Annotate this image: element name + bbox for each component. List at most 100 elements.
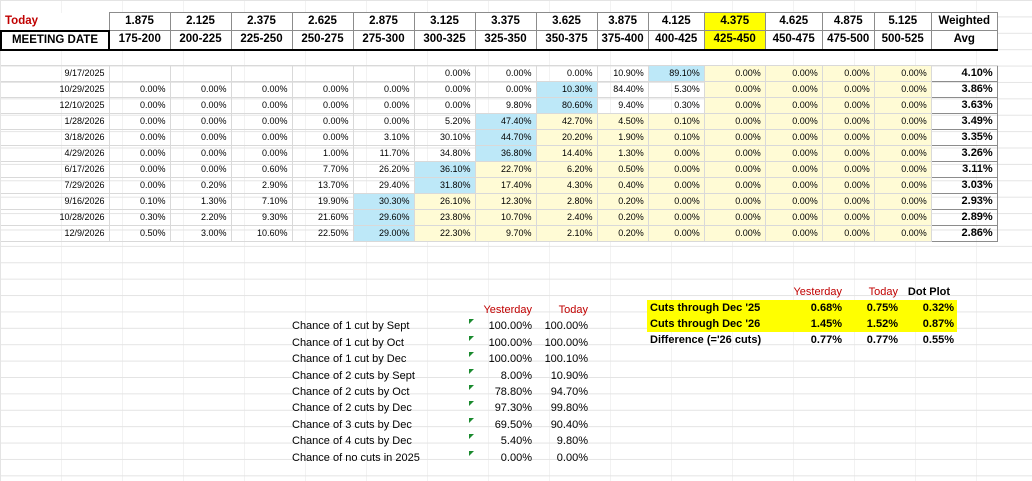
weighted-avg-cell[interactable]: 3.63%	[930, 96, 998, 114]
probability-cell[interactable]	[292, 65, 354, 82]
weighted-avg-cell[interactable]: 2.89%	[930, 208, 998, 226]
probability-cell[interactable]: 26.10%	[414, 193, 476, 210]
probability-cell[interactable]: 0.00%	[704, 177, 766, 194]
cuts-yesterday-value[interactable]: 0.77%	[810, 334, 842, 346]
probability-cell[interactable]: 0.00%	[765, 129, 823, 146]
probability-cell[interactable]: 0.00%	[704, 225, 766, 242]
probability-cell[interactable]: 0.00%	[874, 81, 932, 98]
weighted-header[interactable]: Weighted	[930, 12, 998, 31]
weighted-avg-cell[interactable]: 2.86%	[930, 224, 998, 242]
probability-cell[interactable]: 0.00%	[765, 161, 823, 178]
chance-label[interactable]: Chance of 2 cuts by Dec	[292, 402, 412, 415]
probability-cell[interactable]: 0.00%	[822, 193, 875, 210]
probability-cell[interactable]: 10.30%	[536, 81, 598, 98]
probability-cell[interactable]: 0.00%	[109, 145, 171, 162]
range-header-cell[interactable]: 400-425	[647, 30, 705, 51]
cuts-dotplot-value[interactable]: 0.87%	[901, 316, 957, 332]
probability-cell[interactable]: 0.00%	[822, 129, 875, 146]
probability-cell[interactable]: 9.40%	[597, 97, 649, 114]
probability-cell[interactable]: 0.00%	[353, 97, 415, 114]
probability-cell[interactable]: 0.00%	[874, 209, 932, 226]
probability-cell[interactable]: 0.00%	[414, 97, 476, 114]
weighted-avg-cell[interactable]: 4.10%	[930, 64, 998, 82]
rate-header-cell[interactable]: 3.375	[474, 12, 537, 31]
probability-cell[interactable]: 4.30%	[536, 177, 598, 194]
probability-cell[interactable]: 0.00%	[109, 81, 171, 98]
range-header-cell[interactable]: 225-250	[230, 30, 293, 51]
probability-cell[interactable]: 0.00%	[475, 81, 537, 98]
probability-cell[interactable]: 26.20%	[353, 161, 415, 178]
probability-cell[interactable]: 84.40%	[597, 81, 649, 98]
range-header-cell[interactable]: 300-325	[413, 30, 476, 51]
probability-cell[interactable]: 0.00%	[822, 209, 875, 226]
probability-cell[interactable]: 0.00%	[704, 129, 766, 146]
probability-cell[interactable]: 0.00%	[704, 145, 766, 162]
meeting-date-cell[interactable]: 3/18/2026	[1, 129, 110, 146]
chance-yesterday-value[interactable]: 8.00%	[500, 369, 532, 382]
probability-cell[interactable]: 0.50%	[597, 161, 649, 178]
probability-cell[interactable]: 0.00%	[292, 129, 354, 146]
probability-cell[interactable]: 0.00%	[765, 193, 823, 210]
meeting-date-cell[interactable]: 12/9/2026	[1, 225, 110, 242]
chance-today-value[interactable]: 100.00%	[544, 320, 588, 333]
probability-cell[interactable]: 0.00%	[822, 145, 875, 162]
probability-cell[interactable]: 30.10%	[414, 129, 476, 146]
rate-header-cell[interactable]: 3.625	[535, 12, 598, 31]
cuts-today-value[interactable]: 0.77%	[866, 334, 898, 346]
probability-cell[interactable]: 0.00%	[231, 113, 293, 130]
probability-cell[interactable]: 0.10%	[648, 113, 705, 130]
probability-cell[interactable]: 0.00%	[765, 65, 823, 82]
probability-cell[interactable]: 0.40%	[597, 177, 649, 194]
probability-cell[interactable]: 2.20%	[170, 209, 232, 226]
probability-cell[interactable]: 89.10%	[648, 65, 705, 82]
probability-cell[interactable]: 0.10%	[648, 129, 705, 146]
chance-today-value[interactable]: 100.10%	[544, 353, 588, 366]
probability-cell[interactable]: 0.00%	[874, 97, 932, 114]
chance-label[interactable]: Chance of 3 cuts by Dec	[292, 418, 412, 431]
range-header-cell[interactable]: 375-400	[596, 30, 649, 51]
weighted-avg-cell[interactable]: 3.11%	[930, 160, 998, 178]
range-header-cell[interactable]: 475-500	[821, 30, 875, 51]
chance-today-value[interactable]: 100.00%	[544, 336, 588, 349]
meeting-date-cell[interactable]: 4/29/2026	[1, 145, 110, 162]
probability-cell[interactable]: 0.00%	[765, 145, 823, 162]
probability-cell[interactable]: 0.00%	[109, 129, 171, 146]
cuts-label[interactable]: Difference (='26 cuts)	[650, 334, 762, 346]
meeting-date-cell[interactable]: 12/10/2025	[1, 97, 110, 114]
chance-today-value[interactable]: 90.40%	[550, 418, 588, 431]
probability-cell[interactable]: 0.00%	[109, 113, 171, 130]
probability-cell[interactable]: 0.00%	[765, 209, 823, 226]
chance-label[interactable]: Chance of 1 cut by Sept	[292, 320, 410, 333]
meeting-date-cell[interactable]: 6/17/2026	[1, 161, 110, 178]
probability-cell[interactable]: 0.20%	[597, 225, 649, 242]
probability-cell[interactable]: 0.00%	[170, 161, 232, 178]
probability-cell[interactable]: 2.90%	[231, 177, 293, 194]
probability-cell[interactable]: 1.00%	[292, 145, 354, 162]
probability-cell[interactable]: 0.00%	[822, 113, 875, 130]
rate-header-cell[interactable]: 5.125	[873, 12, 932, 31]
chance-yesterday-value[interactable]: 97.30%	[494, 402, 532, 415]
rate-header-cell[interactable]: 4.875	[821, 12, 875, 31]
probability-cell[interactable]: 0.00%	[704, 193, 766, 210]
probability-cell[interactable]: 0.00%	[704, 65, 766, 82]
chance-label[interactable]: Chance of 4 cuts by Dec	[292, 435, 412, 448]
probability-cell[interactable]: 0.10%	[109, 193, 171, 210]
probability-cell[interactable]: 0.00%	[822, 65, 875, 82]
meeting-date-cell[interactable]: 7/29/2026	[1, 177, 110, 194]
probability-cell[interactable]: 0.00%	[648, 177, 705, 194]
probability-cell[interactable]: 22.30%	[414, 225, 476, 242]
probability-cell[interactable]: 0.00%	[109, 161, 171, 178]
probability-cell[interactable]: 20.20%	[536, 129, 598, 146]
probability-cell[interactable]: 7.10%	[231, 193, 293, 210]
probability-cell[interactable]	[353, 65, 415, 82]
probability-cell[interactable]: 30.30%	[353, 193, 415, 210]
probability-cell[interactable]: 0.00%	[822, 97, 875, 114]
chance-label[interactable]: Chance of 2 cuts by Oct	[292, 385, 410, 398]
chance-yesterday-value[interactable]: 100.00%	[488, 320, 532, 333]
cuts-dotplot-value[interactable]: 0.55%	[922, 334, 954, 346]
cuts-yesterday-value[interactable]: 1.45%	[781, 316, 845, 332]
range-header-cell[interactable]: 250-275	[291, 30, 354, 51]
chance-yesterday-value[interactable]: 5.40%	[500, 435, 532, 448]
range-header-cell[interactable]: 500-525	[873, 30, 932, 51]
probability-cell[interactable]: 2.10%	[536, 225, 598, 242]
